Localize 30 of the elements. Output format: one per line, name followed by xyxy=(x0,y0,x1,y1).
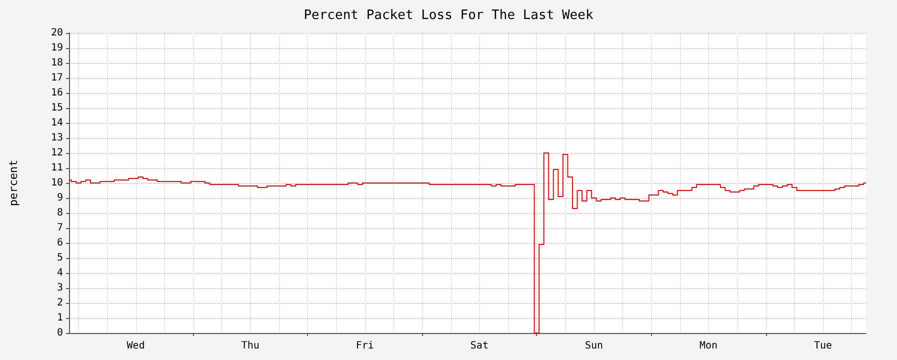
x-tick-label: Wed xyxy=(126,340,145,352)
y-tick-label: 9 xyxy=(56,192,63,204)
y-tick-label: 10 xyxy=(50,178,63,188)
x-tick-label: Sun xyxy=(584,340,603,352)
y-tick-label: 3 xyxy=(56,282,63,294)
y-tick-label: 14 xyxy=(50,118,63,128)
y-tick-label: 16 xyxy=(50,88,63,98)
y-tick-label: 15 xyxy=(50,102,63,114)
x-tick-label: Fri xyxy=(356,340,374,352)
y-tick-label: 18 xyxy=(50,58,63,68)
y-axis-title: percent xyxy=(7,160,20,206)
y-tick-label: 2 xyxy=(56,298,63,308)
y-tick-label: 4 xyxy=(56,268,63,278)
y-tick-label: 20 xyxy=(50,28,63,38)
x-tick-label: Sat xyxy=(470,340,488,352)
y-tick-label: 1 xyxy=(56,312,63,324)
y-tick-label: 8 xyxy=(56,208,63,218)
y-tick-label: 12 xyxy=(50,148,63,158)
y-tick-label: 6 xyxy=(56,238,63,248)
x-tick-label: Thu xyxy=(241,340,260,352)
y-tick-label: 7 xyxy=(56,222,63,234)
y-tick-label: 5 xyxy=(56,252,63,264)
x-tick-label: Tue xyxy=(814,340,832,352)
y-tick-label: 11 xyxy=(50,162,63,174)
y-tick-label: 17 xyxy=(50,72,63,84)
chart-title: Percent Packet Loss For The Last Week xyxy=(304,8,594,23)
y-tick-label: 0 xyxy=(56,328,63,338)
x-tick-label: Mon xyxy=(699,340,718,352)
y-tick-label: 13 xyxy=(50,132,63,144)
y-tick-label: 19 xyxy=(50,42,63,54)
